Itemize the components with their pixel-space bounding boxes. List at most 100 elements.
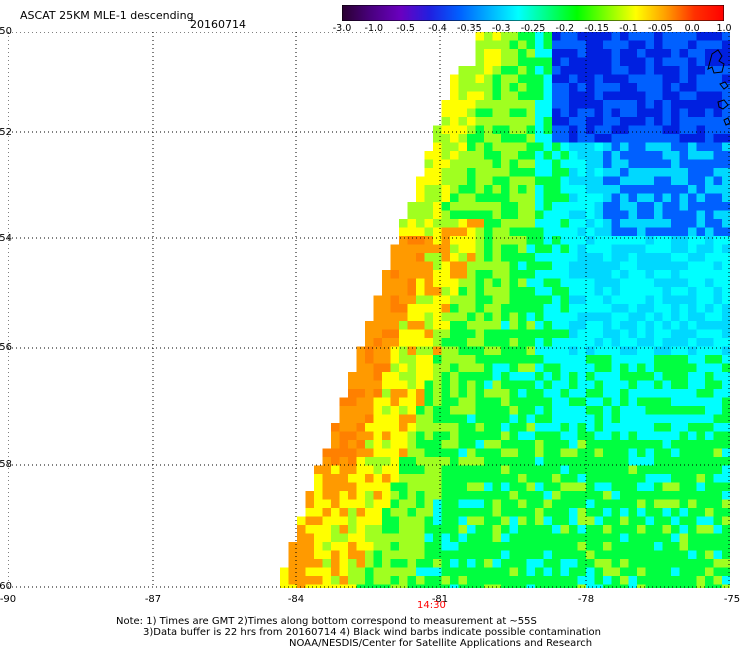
swath-cell: [484, 389, 494, 399]
swath-cell: [679, 227, 689, 237]
swath-cell: [297, 576, 307, 586]
swath-cell: [407, 482, 417, 492]
swath-cell: [688, 338, 698, 348]
swath-cell: [450, 533, 460, 543]
swath-cell: [620, 193, 630, 203]
swath-cell: [679, 372, 689, 382]
swath-cell: [390, 567, 400, 577]
swath-cell: [314, 559, 324, 569]
swath-cell: [671, 397, 681, 407]
swath-cell: [679, 355, 689, 365]
swath-cell: [654, 74, 664, 84]
swath-cell: [620, 525, 630, 535]
swath-cell: [560, 482, 570, 492]
swath-cell: [569, 380, 579, 390]
swath-cell: [577, 261, 587, 271]
swath-cell: [492, 83, 502, 93]
swath-cell: [662, 91, 672, 101]
swath-cell: [586, 125, 596, 135]
swath-cell: [492, 210, 502, 220]
swath-cell: [518, 210, 528, 220]
swath-cell: [450, 372, 460, 382]
swath-cell: [688, 440, 698, 450]
swath-cell: [509, 227, 519, 237]
swath-cell: [382, 491, 392, 501]
swath-cell: [535, 100, 545, 110]
swath-cell: [518, 32, 528, 42]
swath-cell: [305, 499, 315, 509]
swath-cell: [441, 363, 451, 373]
swath-cell: [399, 312, 409, 322]
note-line-3: NOAA/NESDIS/Center for Satellite Applica…: [289, 638, 593, 649]
swath-cell: [484, 321, 494, 331]
swath-cell: [424, 533, 434, 543]
swath-cell: [594, 304, 604, 314]
swath-cell: [501, 270, 511, 280]
swath-cell: [424, 185, 434, 195]
swath-cell: [305, 550, 315, 560]
swath-cell: [297, 584, 307, 588]
swath-cell: [594, 202, 604, 212]
swath-cell: [441, 440, 451, 450]
swath-cell: [433, 185, 443, 195]
swath-cell: [501, 465, 511, 475]
swath-cell: [526, 491, 536, 501]
swath-cell: [628, 57, 638, 67]
swath-cell: [586, 550, 596, 560]
swath-cell: [416, 533, 426, 543]
swath-cell: [569, 482, 579, 492]
swath-cell: [679, 465, 689, 475]
swath-cell: [671, 482, 681, 492]
swath-cell: [475, 295, 485, 305]
swath-cell: [339, 550, 349, 560]
swath-cell: [467, 253, 477, 263]
swath-cell: [671, 525, 681, 535]
swath-cell: [577, 338, 587, 348]
swath-cell: [475, 380, 485, 390]
swath-cell: [679, 482, 689, 492]
swath-cell: [713, 491, 723, 501]
swath-cell: [654, 321, 664, 331]
swath-cell: [424, 542, 434, 552]
swath-cell: [441, 499, 451, 509]
swath-cell: [501, 66, 511, 76]
swath-cell: [501, 474, 511, 484]
swath-cell: [458, 474, 468, 484]
swath-cell: [688, 533, 698, 543]
swath-cell: [467, 338, 477, 348]
swath-cell: [569, 74, 579, 84]
swath-cell: [339, 440, 349, 450]
swath-cell: [424, 304, 434, 314]
swath-cell: [424, 295, 434, 305]
swath-cell: [713, 227, 723, 237]
swath-cell: [382, 559, 392, 569]
swath-cell: [424, 193, 434, 203]
swath-cell: [407, 219, 417, 229]
swath-cell: [305, 542, 315, 552]
swath-cell: [526, 389, 536, 399]
swath-cell: [688, 287, 698, 297]
swath-cell: [467, 134, 477, 144]
swath-cell: [611, 465, 621, 475]
swath-cell: [645, 117, 655, 127]
swath-cell: [662, 508, 672, 518]
swath-cell: [688, 210, 698, 220]
swath-cell: [662, 584, 672, 588]
swath-cell: [688, 117, 698, 127]
lon-label-84: -84: [287, 594, 305, 605]
swath-cell: [569, 117, 579, 127]
swath-cell: [484, 261, 494, 271]
swath-cell: [399, 389, 409, 399]
swath-cell: [535, 499, 545, 509]
swath-cell: [603, 32, 613, 42]
swath-cell: [620, 253, 630, 263]
swath-cell: [382, 474, 392, 484]
swath-cell: [416, 516, 426, 526]
swath-cell: [484, 227, 494, 237]
swath-cell: [713, 584, 723, 588]
swath-cell: [620, 338, 630, 348]
lat-label-58: -58: [0, 459, 12, 470]
swath-cell: [535, 380, 545, 390]
swath-cell: [696, 278, 706, 288]
swath-cell: [696, 253, 706, 263]
